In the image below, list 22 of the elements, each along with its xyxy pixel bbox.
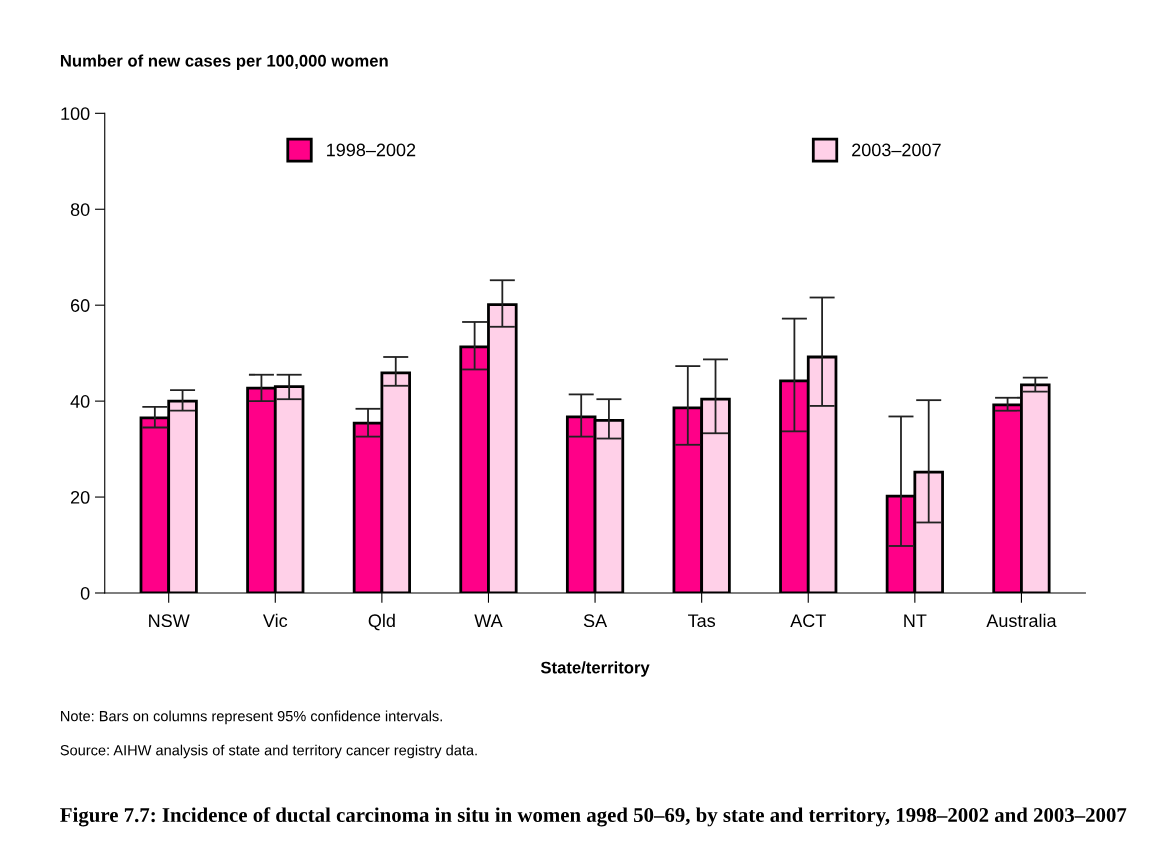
x-tick-label: NSW [149, 614, 190, 628]
y-tick-label: 80 [70, 203, 90, 216]
x-tick-label: Qld [368, 613, 395, 631]
legend-label: 2003–2007 [852, 143, 941, 157]
x-tick-label: SA [583, 614, 608, 628]
x-tick-label: Tas [688, 614, 716, 628]
x-tick-label: NT [904, 614, 927, 627]
y-axis-title: Number of new cases per 100,000 women [60, 54, 388, 70]
y-tick-label: 40 [70, 395, 90, 408]
y-tick-label: 0 [80, 586, 90, 600]
source-note: Source: AIHW analysis of state and territory cancer registry data. [60, 744, 477, 759]
legend-label: 1998–2002 [327, 143, 416, 157]
x-tick-label: WA [474, 614, 503, 627]
x-tick-label: Vic [262, 613, 288, 628]
x-tick-label: ACT [790, 614, 826, 628]
y-tick-label: 100 [61, 107, 90, 121]
text: Figure 7.7: Incidence of ductal carcinoma in situ in women aged 50–69, by state and territory, 1998–2002 and 2003–2007 [60, 807, 1127, 827]
y-tick-label: 60 [70, 299, 90, 312]
y-tick-label: 20 [70, 490, 90, 504]
x-axis-title: State/territory [540, 661, 650, 677]
x-tick-label: Australia [986, 613, 1057, 628]
text: Note: Bars on columns represent 95% confidence intervals. [61, 710, 442, 725]
